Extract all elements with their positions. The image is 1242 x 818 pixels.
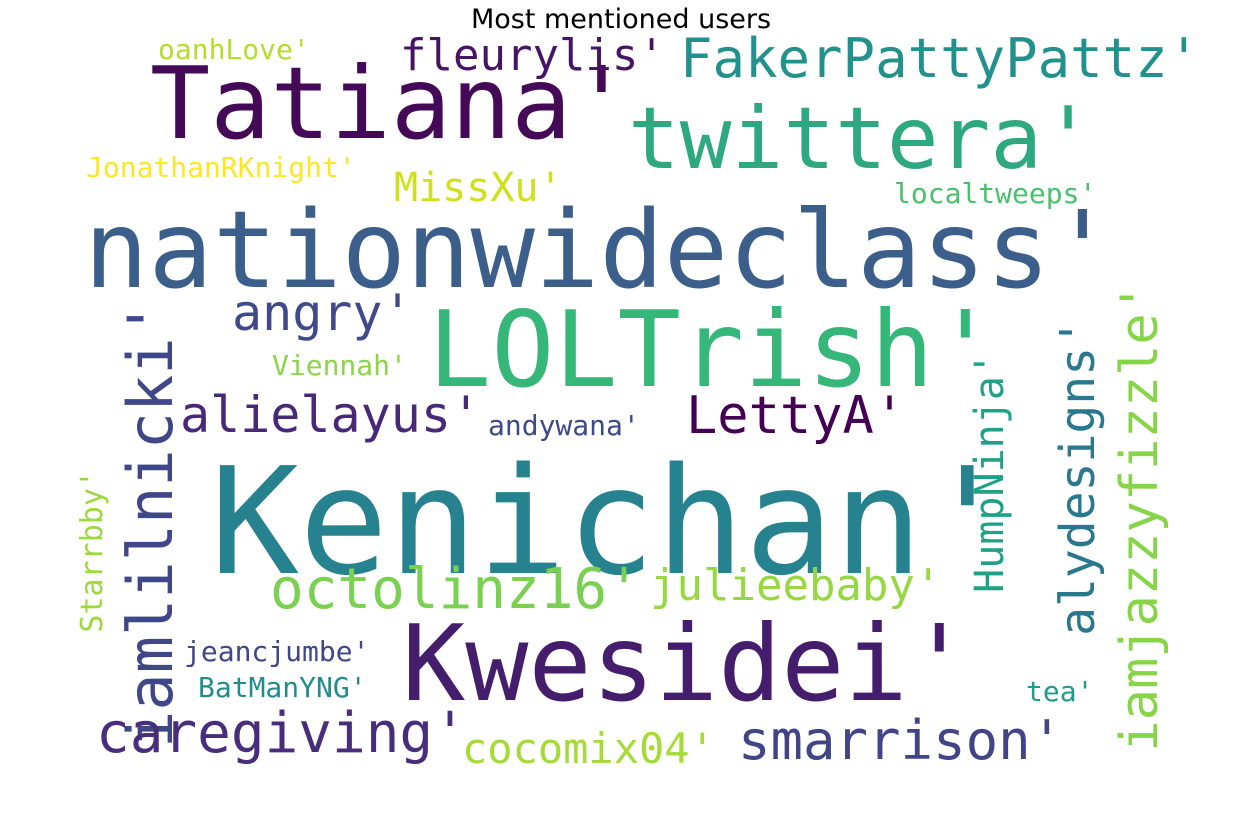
word-oanhlove: oanhLove': [158, 33, 310, 66]
word-smarrison: smarrison': [738, 709, 1064, 772]
word-iamjazzyfizzle: iamjazzyfizzle': [1110, 282, 1170, 752]
word-alielayus: alielayus': [180, 386, 482, 444]
chart-title: Most mentioned users: [470, 4, 772, 35]
word-tea: tea': [1026, 675, 1094, 708]
word-loltrish: LOLTrish': [428, 289, 997, 411]
word-kenichan: Kenichan': [210, 436, 1012, 608]
word-kwesidei: Kwesidei': [402, 603, 971, 725]
word-jonathanrknight: JonathanRKnight': [86, 151, 356, 184]
word-fleurylis: fleurylis': [400, 30, 665, 81]
word-alydesigns: alydesigns': [1050, 318, 1106, 636]
word-jeancjumbe: jeancjumbe': [184, 635, 370, 668]
word-julieebaby: julieebaby': [650, 560, 942, 611]
word-humpninja: HumpNinja': [967, 352, 1013, 593]
word-starrbby: Starrbby': [75, 470, 110, 633]
word-missxu: MissXu': [394, 165, 563, 211]
word-tatiana: Tatiana': [150, 45, 632, 162]
word-viennah: Viennah': [272, 349, 407, 382]
word-cocomix04: cocomix04': [462, 724, 715, 773]
word-caregiving: caregiving': [96, 701, 467, 766]
word-localtweeps: localtweeps': [894, 177, 1097, 210]
word-andywana: andywana': [488, 409, 640, 442]
word-octolinz16: octolinz16': [270, 557, 641, 622]
word-angry: angry': [232, 284, 413, 342]
word-lettya: LettyA': [686, 386, 906, 446]
word-nationwideclass: nationwideclass': [84, 189, 1115, 313]
word-batmanyng: BatManYNG': [198, 671, 367, 704]
word-fakerpattypattz: FakerPattyPattz': [680, 27, 1201, 90]
word-iamlilnicki: iamlilnicki': [114, 300, 187, 748]
word-twittera: twittera': [628, 89, 1094, 189]
